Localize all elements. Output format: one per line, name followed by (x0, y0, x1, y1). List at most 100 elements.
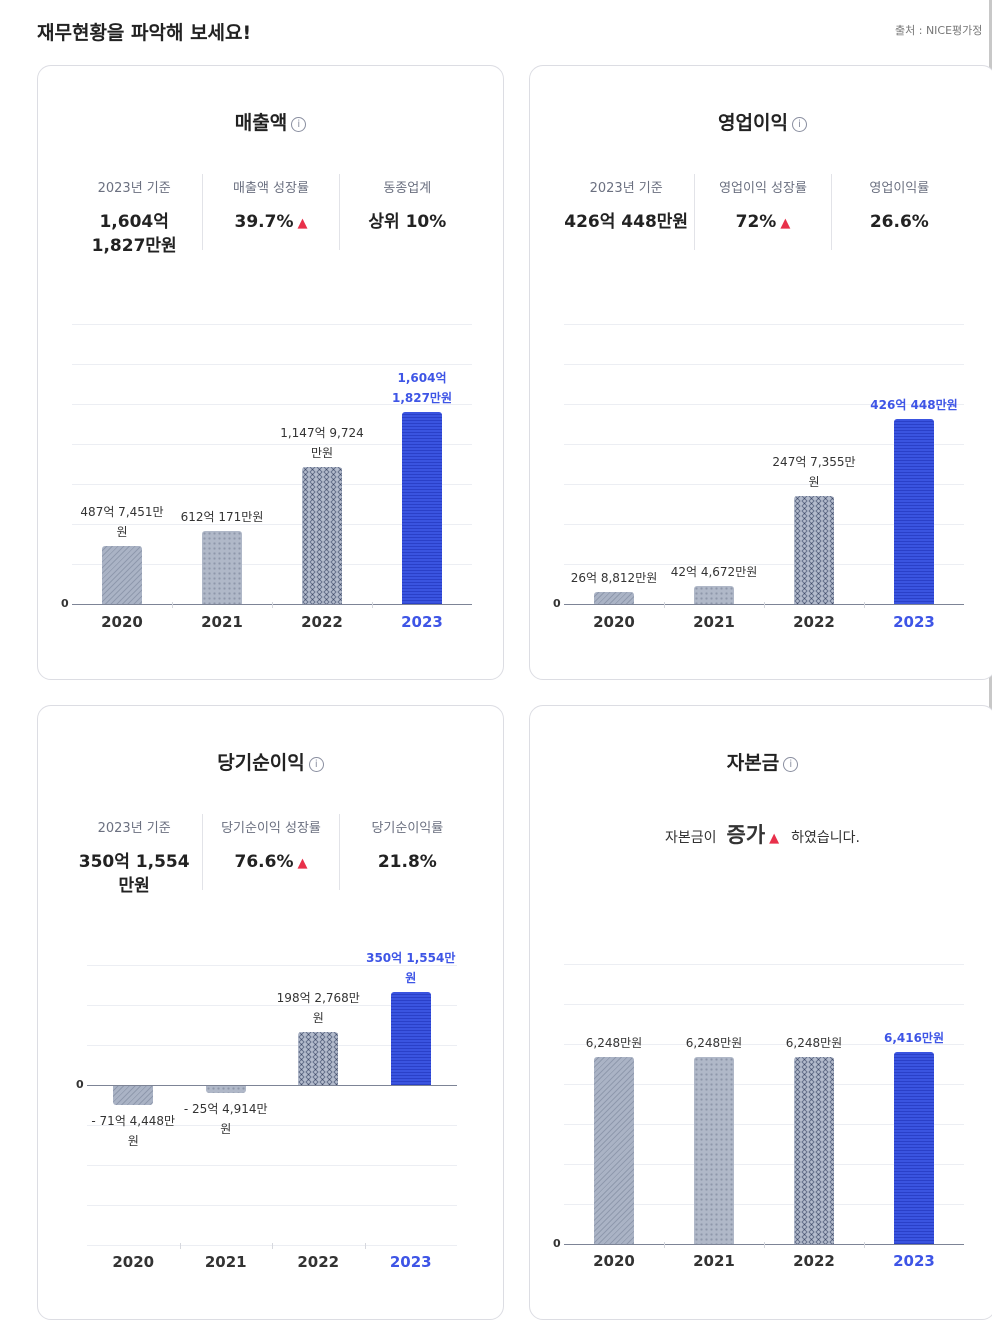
card-title-text: 자본금 (726, 752, 780, 774)
bar-2022 (794, 496, 834, 604)
axis-tick (664, 602, 665, 608)
bar-2021 (694, 585, 734, 604)
triangle-up-icon: ▲ (780, 216, 791, 231)
x-tick-label-2021: 2021 (693, 1252, 735, 1270)
capital-card: 자본금 i 자본금이 증가 ▲ 하였습니다. 0 6,248만원 2020 6,248만원 20… (529, 705, 992, 1320)
stat-value: 350억 1,554만원 (78, 852, 190, 896)
gridline (87, 1205, 457, 1206)
capital-sentence: 자본금이 증가 ▲ 하였습니다. (530, 819, 992, 849)
stat-value: 39.7% (234, 212, 294, 232)
axis-tick (764, 1242, 765, 1248)
info-icon[interactable]: i (308, 757, 324, 772)
stat-value: 21.8% (377, 852, 437, 872)
axis-tick (272, 602, 273, 608)
sentence-emphasis: 증가 (726, 823, 766, 847)
x-tick-label-2022: 2022 (793, 613, 835, 631)
axis-tick (864, 1242, 865, 1248)
card-title-text: 영업이익 (718, 112, 788, 134)
value-label-2023: 6,416만원 (883, 1031, 945, 1045)
value-label-2021: - 25억 4,914만원 (183, 1101, 268, 1136)
gridline (564, 1004, 964, 1005)
bar-2022 (794, 1057, 834, 1244)
info-icon[interactable]: i (783, 757, 799, 772)
axis-tick (172, 602, 173, 608)
bar-2020 (594, 592, 634, 604)
gridline (564, 364, 964, 365)
value-label-2022: 198억 2,768만원 (276, 991, 360, 1026)
triangle-up-icon: ▲ (769, 831, 780, 846)
axis-tick (272, 1243, 273, 1249)
stat-label: 당기순이익 성장률 (221, 821, 321, 836)
stat-base: 2023년 기준 1,604억 1,827만원 (66, 174, 202, 256)
x-tick-label-2023: 2023 (893, 613, 935, 631)
bar-2021 (205, 1086, 246, 1093)
info-icon[interactable]: i (791, 117, 807, 132)
info-icon[interactable]: i (291, 117, 307, 132)
x-tick-label-2021: 2021 (201, 613, 243, 631)
stat-label: 당기순이익률 (371, 821, 444, 836)
stat-value-wrap: 72% ▲ (701, 210, 824, 236)
revenue-chart: 0 487억 7,451만원 2020 612억 171만원 2021 1,147억 9,… (38, 66, 503, 679)
stat-industry: 동종업계 상위 10% (338, 174, 475, 250)
gridline (564, 444, 964, 445)
sentence-suffix: 하였습니다. (791, 830, 861, 846)
stat-growth: 매출액 성장률 39.7% ▲ (202, 174, 338, 250)
card-title-text: 당기순이익 (217, 752, 305, 774)
gridline (72, 524, 472, 525)
revenue-card: 매출액 i 2023년 기준 1,604억 1,827만원 매출액 성장률 39.7%… (37, 65, 504, 680)
stat-label: 2023년 기준 (97, 821, 171, 836)
card-title: 당기순이익 i (38, 748, 503, 775)
stat-value: 76.6% (234, 852, 294, 872)
axis-tick (764, 602, 765, 608)
bar-2023 (894, 418, 934, 604)
x-tick-label-2022: 2022 (301, 613, 343, 631)
gridline (72, 324, 472, 325)
gridline (87, 1165, 457, 1166)
gridline (564, 564, 964, 565)
stats-row: 2023년 기준 426억 448만원 영업이익 성장률 72% ▲ 영업이익률 26.… (558, 174, 967, 250)
stat-margin: 영업이익률 26.6% (830, 174, 967, 250)
value-label-2021: 6,248만원 (685, 1036, 743, 1051)
x-tick-label-2020: 2020 (112, 1253, 155, 1271)
gridline (564, 1044, 964, 1045)
gridline (87, 1005, 457, 1006)
stat-label: 영업이익 성장률 (719, 181, 807, 196)
gridline (564, 964, 964, 965)
gridline (564, 1204, 964, 1205)
stat-label: 2023년 기준 (589, 181, 663, 196)
x-tick-label-2023: 2023 (893, 1252, 935, 1270)
stat-base: 2023년 기준 426억 448만원 (558, 174, 694, 250)
card-title: 자본금 i (530, 748, 992, 775)
value-label-2020: 26억 8,812만원 (570, 571, 658, 586)
bar-2023 (894, 1052, 934, 1244)
gridline (564, 1124, 964, 1125)
value-label-2020: - 71억 4,448만원 (91, 1113, 176, 1148)
capital-chart: 0 6,248만원 2020 6,248만원 2021 6,248만원 2022 6,416만… (530, 706, 992, 1319)
stats-row: 2023년 기준 350억 1,554만원 당기순이익 성장률 76.6% ▲ 당기순… (66, 814, 475, 896)
gridline (87, 965, 457, 966)
axis-tick (864, 602, 865, 608)
x-tick-label-2021: 2021 (693, 613, 735, 631)
gridline (564, 524, 964, 525)
gridline (72, 404, 472, 405)
value-label-2022: 247억 7,355만원 (772, 455, 856, 490)
bar-2021 (202, 530, 242, 604)
value-label-2021: 612억 171만원 (180, 509, 264, 524)
stat-value-wrap: 76.6% ▲ (209, 850, 332, 876)
bar-2022 (298, 1032, 339, 1085)
gridline (87, 1125, 457, 1126)
zero-tick-label: 0 (76, 1078, 84, 1091)
x-tick-label-2021: 2021 (204, 1253, 247, 1271)
bar-2020 (102, 545, 142, 604)
axis-tick (364, 1243, 366, 1249)
card-title: 영업이익 i (530, 108, 992, 135)
sentence-prefix: 자본금이 (664, 830, 717, 846)
stat-margin: 당기순이익률 21.8% (338, 814, 475, 890)
value-label-2020: 6,248만원 (585, 1036, 643, 1051)
bar-2022 (302, 466, 342, 604)
triangle-up-icon: ▲ (297, 216, 308, 231)
bar-2021 (694, 1057, 734, 1244)
bar-2020 (113, 1086, 154, 1105)
stats-row: 2023년 기준 1,604억 1,827만원 매출액 성장률 39.7% ▲ 동종업… (66, 174, 475, 256)
x-tick-label-2022: 2022 (793, 1252, 835, 1270)
